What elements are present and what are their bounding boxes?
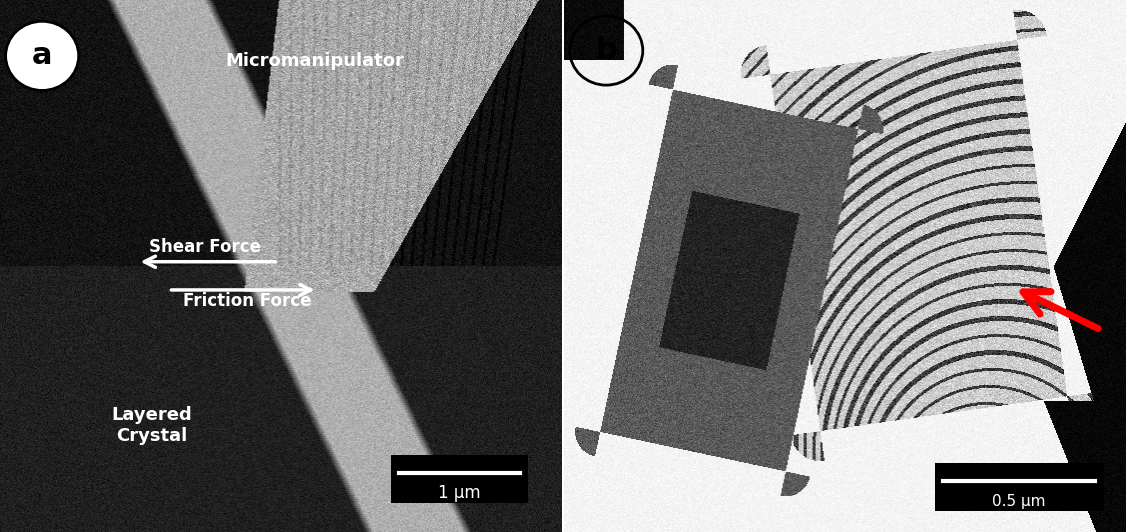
Text: Layered
Crystal: Layered Crystal [111,406,193,445]
Circle shape [6,21,79,90]
Text: b: b [596,36,617,65]
Text: Shear Force: Shear Force [149,238,261,256]
FancyBboxPatch shape [935,463,1103,511]
Text: Friction Force: Friction Force [182,292,312,310]
Text: Micromanipulator: Micromanipulator [225,52,404,70]
FancyBboxPatch shape [391,455,528,503]
Text: 1 μm: 1 μm [438,484,481,502]
Text: a: a [32,41,53,70]
Text: 0.5 μm: 0.5 μm [992,494,1046,509]
